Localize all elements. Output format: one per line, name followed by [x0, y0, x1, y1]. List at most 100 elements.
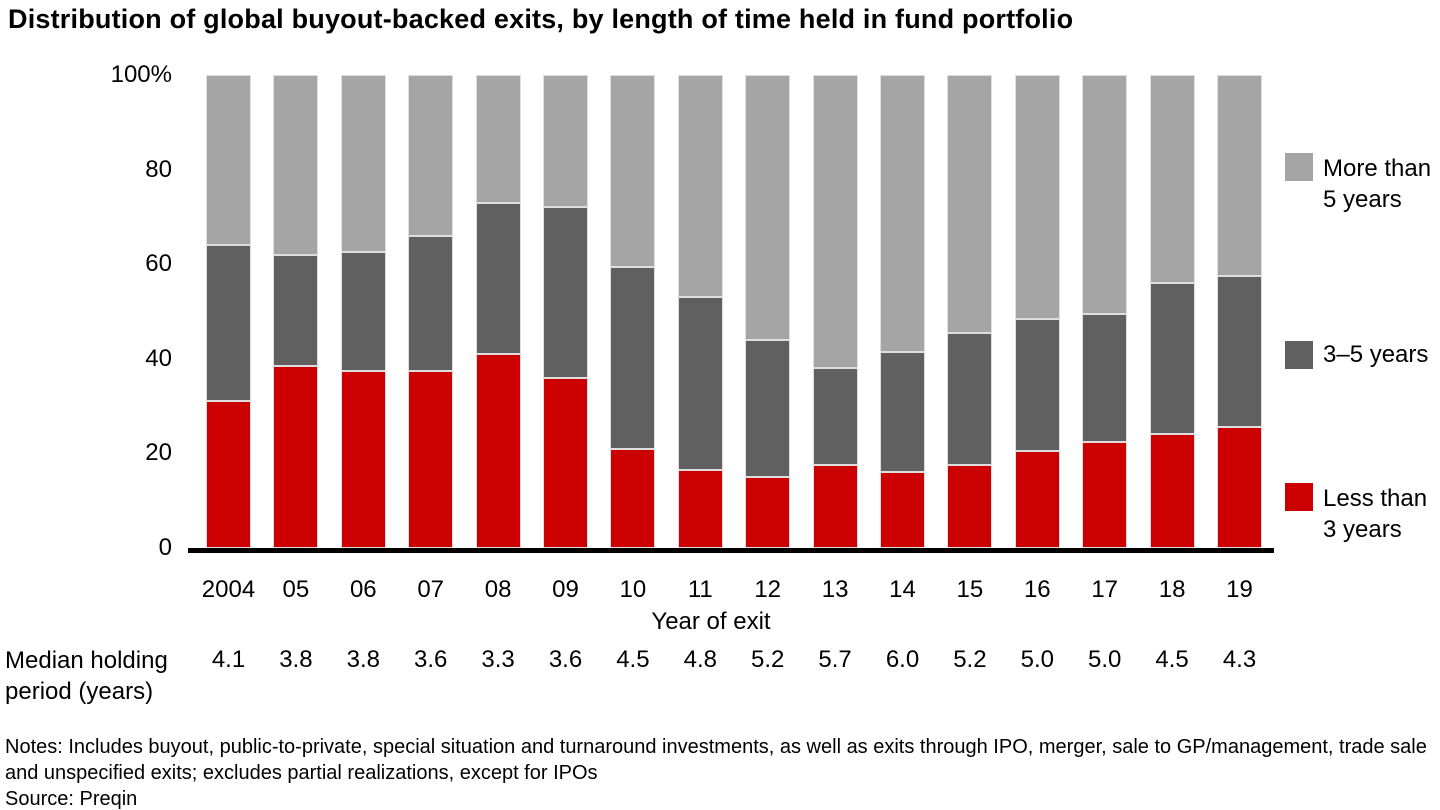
segment-3-5-years-18 [1149, 283, 1195, 435]
segment-more-than-5-years-15 [947, 75, 993, 333]
segment-3-5-years-17 [1082, 313, 1128, 442]
segment-less-than-3-years-15 [947, 465, 993, 548]
x-label-05: 05 [282, 576, 310, 603]
x-label-11: 11 [687, 576, 713, 603]
x-label-17: 17 [1091, 576, 1119, 603]
bar-13 [812, 75, 858, 548]
median-value-19: 4.3 [1222, 646, 1257, 673]
median-value-06: 3.8 [346, 646, 380, 673]
segment-more-than-5-years-07 [408, 75, 454, 236]
source: Source: Preqin [5, 788, 138, 810]
segment-3-5-years-15 [947, 332, 993, 466]
y-tick-20: 20 [145, 439, 172, 467]
median-value-09: 3.6 [548, 646, 583, 673]
legend-label-3-5-years: 3–5 years [1323, 341, 1429, 368]
legend-item-3-5-years: 3–5 years [1285, 341, 1428, 369]
legend-swatch-more-than-5-years [1285, 153, 1313, 181]
segment-more-than-5-years-14 [880, 75, 925, 352]
median-value-18: 4.5 [1155, 646, 1189, 673]
median-value-05: 3.8 [279, 646, 313, 673]
segment-3-5-years-05 [273, 254, 319, 366]
x-label-16: 16 [1023, 576, 1051, 603]
bar-05 [273, 75, 319, 548]
segment-3-5-years-12 [745, 339, 791, 478]
segment-more-than-5-years-2004 [206, 75, 251, 246]
segment-3-5-years-2004 [206, 245, 251, 402]
segment-more-than-5-years-10 [610, 75, 656, 267]
segment-less-than-3-years-12 [745, 477, 791, 548]
bar-18 [1149, 75, 1195, 548]
segment-more-than-5-years-08 [475, 75, 521, 203]
x-axis-title: Year of exit [651, 608, 771, 635]
segment-more-than-5-years-17 [1082, 75, 1128, 314]
x-axis-line [188, 548, 1274, 553]
chart-title: Distribution of global buyout-backed exi… [8, 4, 1074, 34]
segment-3-5-years-06 [340, 252, 386, 371]
legend-swatch-less-than-3-years [1285, 483, 1313, 511]
legend-item-more-than-5-years: More than 5 years [1285, 153, 1431, 215]
median-value-10: 4.5 [616, 646, 650, 673]
segment-less-than-3-years-18 [1149, 434, 1195, 548]
segment-3-5-years-16 [1014, 318, 1060, 452]
bar-11 [677, 75, 723, 548]
median-value-17: 5.0 [1088, 646, 1122, 673]
segment-less-than-3-years-07 [408, 370, 454, 548]
median-value-11: 4.8 [683, 646, 717, 673]
x-label-09: 09 [552, 576, 579, 603]
median-value-14: 6.0 [885, 646, 920, 673]
segment-3-5-years-13 [812, 368, 858, 466]
legend-label-more-than-5-years: More than 5 years [1323, 155, 1432, 213]
segment-less-than-3-years-2004 [206, 401, 251, 548]
median-value-16: 5.0 [1020, 646, 1054, 673]
y-tick-40: 40 [145, 344, 172, 372]
segment-less-than-3-years-05 [273, 365, 319, 548]
segment-less-than-3-years-09 [543, 377, 588, 548]
segment-more-than-5-years-19 [1217, 75, 1262, 277]
median-value-07: 3.6 [414, 646, 448, 673]
median-value-2004: 4.1 [211, 646, 246, 673]
y-tick-0: 0 [158, 534, 172, 561]
segment-less-than-3-years-11 [677, 469, 723, 548]
bar-12 [745, 75, 791, 548]
segment-3-5-years-09 [543, 207, 588, 378]
segment-less-than-3-years-14 [880, 472, 925, 548]
segment-3-5-years-08 [475, 202, 521, 355]
segment-more-than-5-years-05 [273, 75, 319, 255]
segment-3-5-years-14 [880, 351, 925, 473]
segment-3-5-years-10 [610, 266, 656, 449]
bar-08 [475, 75, 521, 548]
segment-more-than-5-years-12 [745, 75, 791, 340]
legend-item-less-than-3-years: Less than 3 years [1285, 483, 1427, 545]
bar-09 [543, 75, 588, 548]
y-tick-80: 80 [145, 155, 172, 183]
bar-06 [340, 75, 386, 548]
bar-19 [1217, 75, 1262, 548]
segment-more-than-5-years-11 [677, 75, 723, 298]
segment-less-than-3-years-06 [340, 370, 386, 548]
legend-swatch-3-5-years [1285, 341, 1313, 369]
bar-07 [408, 75, 454, 548]
segment-less-than-3-years-16 [1014, 451, 1060, 548]
x-label-2004: 2004 [201, 576, 256, 603]
x-label-12: 12 [754, 576, 782, 603]
median-values-row: 4.1 3.8 3.8 3.6 3.3 3.6 4.5 4.8 5.2 5.7 6.0 5.2 5.0 5… [206, 646, 1262, 674]
median-value-12: 5.2 [751, 646, 785, 673]
segment-less-than-3-years-10 [610, 448, 656, 548]
y-tick-60: 60 [145, 250, 172, 278]
segment-less-than-3-years-08 [475, 354, 521, 548]
median-value-13: 5.7 [818, 646, 852, 673]
x-label-18: 18 [1158, 576, 1186, 603]
legend-label-less-than-3-years: Less than 3 years [1323, 485, 1428, 543]
bar-15 [947, 75, 993, 548]
bar-17 [1082, 75, 1128, 548]
x-label-15: 15 [956, 576, 984, 603]
median-row-label: Median holding period (years) [5, 647, 168, 705]
bar-16 [1014, 75, 1060, 548]
segment-3-5-years-11 [677, 297, 723, 470]
x-label-19: 19 [1226, 576, 1253, 603]
notes-line-1: Notes: Includes buyout, public-to-privat… [5, 736, 1427, 758]
notes-line-2: and unspecified exits; excludes partial … [5, 762, 598, 784]
segment-more-than-5-years-09 [543, 75, 588, 208]
bar-14 [880, 75, 925, 548]
